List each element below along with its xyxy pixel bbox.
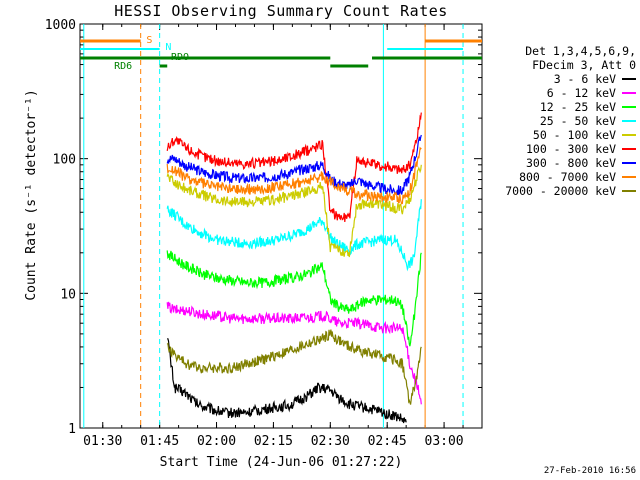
series-line (167, 338, 407, 424)
x-tick-label: 01:45 (140, 434, 179, 449)
x-tick-label: 01:30 (83, 434, 122, 449)
series-line (166, 164, 422, 258)
legend-entry-label: 800 - 7000 keV (519, 170, 616, 184)
legend-entry-label: 25 - 50 keV (539, 114, 616, 128)
legend-swatch (622, 176, 636, 178)
legend-entry: 25 - 50 keV (496, 114, 636, 128)
legend-entry: 800 - 7000 keV (496, 170, 636, 184)
y-tick-label: 1000 (45, 18, 76, 33)
legend-entry-label: 6 - 12 keV (546, 86, 616, 100)
flag-label: RD6 (114, 61, 132, 72)
series-line (166, 112, 422, 223)
legend-header-line-1: Det 1,3,4,5,6,9, (525, 44, 636, 58)
series-line (166, 199, 422, 272)
legend-header-line-2: FDecim 3, Att 0 (532, 58, 636, 72)
chart-title: HESSI Observing Summary Count Rates (114, 2, 448, 20)
legend-swatch (622, 162, 636, 164)
legend-entry-label: 7000 - 20000 keV (505, 184, 616, 198)
x-tick-label: 03:00 (425, 434, 464, 449)
x-tick-label: 02:15 (254, 434, 293, 449)
x-tick-label: 02:00 (197, 434, 236, 449)
legend-entry-label: 3 - 6 keV (553, 72, 616, 86)
legend-swatch (622, 92, 636, 94)
legend-entry: 7000 - 20000 keV (496, 184, 636, 198)
legend-entry: 3 - 6 keV (496, 72, 636, 86)
series-line (166, 301, 422, 405)
footer-date: 27-Feb-2010 16:56 (543, 466, 636, 476)
legend-swatch (622, 190, 636, 192)
y-tick-label: 1 (68, 422, 76, 437)
series-line (166, 134, 422, 196)
y-tick-label: 100 (53, 153, 76, 168)
legend-entry: 6 - 12 keV (496, 86, 636, 100)
x-tick-label: 02:30 (311, 434, 350, 449)
legend-swatch (622, 134, 636, 136)
series-line (166, 250, 422, 347)
legend-swatch (622, 78, 636, 80)
x-axis-label: Start Time (24-Jun-06 01:27:22) (159, 455, 403, 470)
legend-entry: 300 - 800 keV (496, 156, 636, 170)
flag-label: S (146, 35, 152, 46)
legend-entry-label: 50 - 100 keV (532, 128, 616, 142)
legend-swatch (622, 148, 636, 150)
series-line (166, 329, 422, 405)
legend-rows: 3 - 6 keV 6 - 12 keV 12 - 25 keV 25 - 50 ke… (496, 72, 636, 198)
x-tick-label: 02:45 (368, 434, 407, 449)
legend: Det 1,3,4,5,6,9, FDecim 3, Att 0 3 - 6 k… (496, 44, 636, 198)
legend-entry: 50 - 100 keV (496, 128, 636, 142)
flag-label: N (165, 42, 171, 53)
legend-entry-label: 100 - 300 keV (525, 142, 616, 156)
series-line (166, 146, 422, 205)
legend-swatch (622, 106, 636, 108)
plot-frame (79, 23, 483, 429)
legend-swatch (622, 120, 636, 122)
legend-entry: 100 - 300 keV (496, 142, 636, 156)
flag-label: RDO (171, 52, 189, 63)
y-tick-label: 10 (60, 287, 76, 302)
legend-entry-label: 300 - 800 keV (525, 156, 616, 170)
legend-entry: 12 - 25 keV (496, 100, 636, 114)
legend-entry-label: 12 - 25 keV (539, 100, 616, 114)
